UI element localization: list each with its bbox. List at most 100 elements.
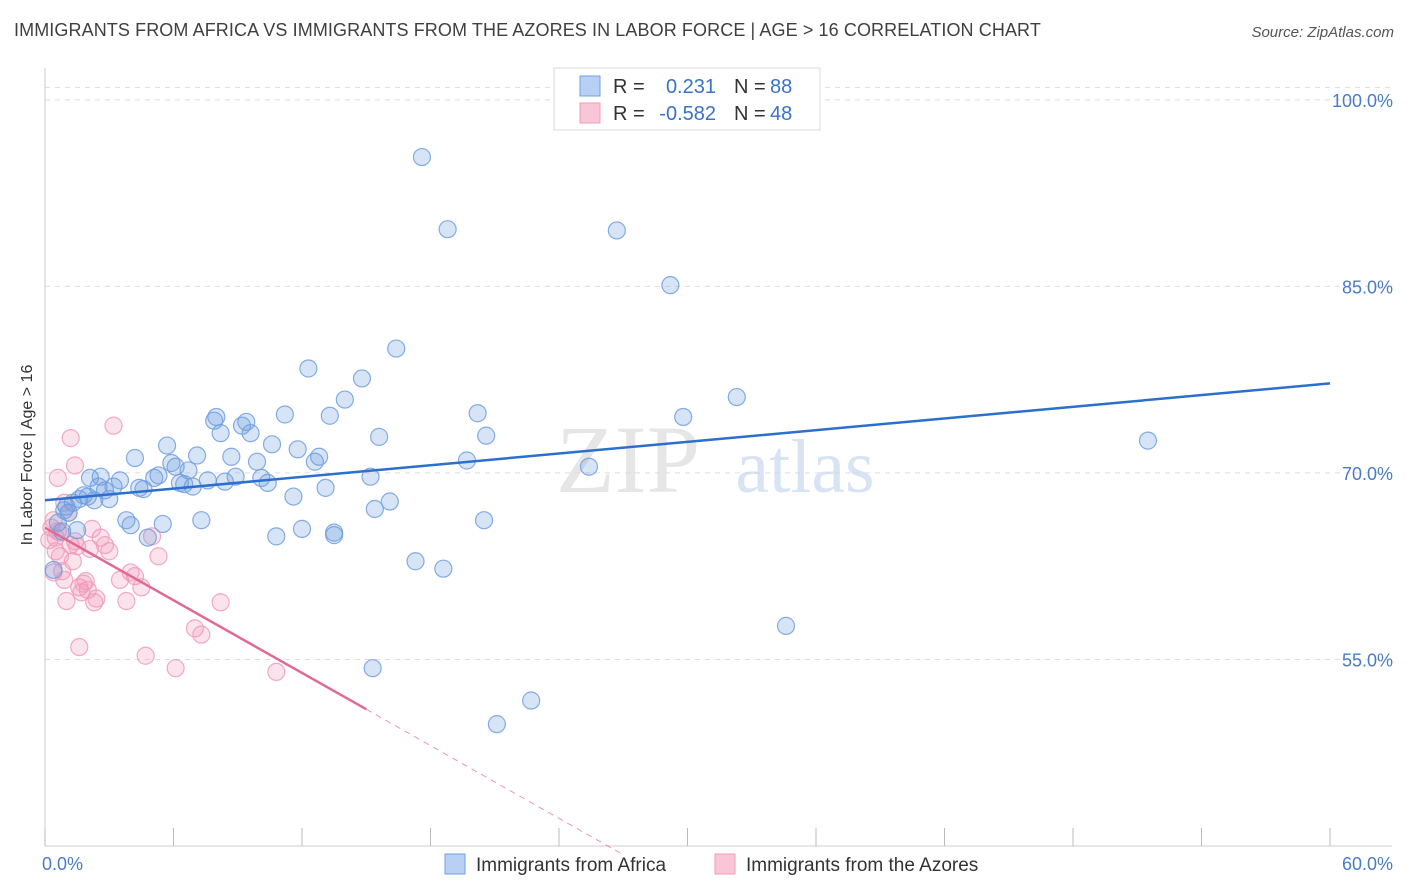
bottom-legend: Immigrants from Africa Immigrants from t…	[444, 853, 978, 876]
x-tick-label-1: 60.0%	[1342, 854, 1393, 874]
trend-line-azores-extension	[366, 708, 624, 856]
africa-point-77	[477, 426, 496, 445]
azores-point-39	[192, 625, 211, 644]
azores-point-44	[70, 637, 89, 657]
africa-point-56	[299, 359, 318, 378]
legend-r-value-africa: 0.231	[666, 76, 716, 98]
grid-lines	[45, 86, 1392, 660]
africa-point-51	[267, 527, 286, 546]
africa-point-84	[727, 387, 746, 407]
africa-point-47	[247, 452, 267, 471]
africa-point-20	[121, 516, 140, 535]
trend-line-azores	[44, 526, 367, 711]
africa-point-69	[387, 339, 406, 358]
africa-point-39	[207, 407, 226, 427]
africa-point-49	[258, 473, 277, 492]
africa-point-58	[310, 447, 329, 466]
watermark-atlas: atlas	[735, 425, 874, 509]
chart-title: IMMIGRANTS FROM AFRICA VS IMMIGRANTS FRO…	[14, 20, 1041, 40]
azores-point-30	[117, 591, 136, 611]
africa-point-55	[292, 519, 312, 538]
africa-point-82	[661, 276, 680, 295]
africa-point-85	[776, 616, 796, 635]
legend-swatch-africa	[579, 75, 601, 97]
azores-point-43	[65, 456, 85, 475]
africa-point-46	[241, 424, 260, 443]
bottom-legend-label-africa: Immigrants from Africa	[476, 855, 666, 876]
legend-r-label-africa: R =	[613, 76, 645, 98]
x-tick-label-0: 0.0%	[42, 854, 83, 874]
watermark-zip: ZIP	[556, 406, 700, 513]
azores-point-24	[87, 589, 106, 608]
trend-line-africa	[44, 382, 1331, 502]
africa-point-42	[222, 447, 241, 466]
azores-point-46	[267, 662, 286, 682]
legend-r-label-azores: R =	[613, 103, 645, 125]
africa-point-50	[262, 435, 282, 454]
legend-n-value-africa: 88	[770, 76, 792, 98]
azores-point-28	[104, 416, 123, 435]
africa-point-54	[288, 440, 307, 459]
africa-point-67	[370, 427, 389, 446]
bottom-legend-swatch-africa	[444, 853, 466, 875]
africa-point-0	[44, 560, 63, 580]
azores-point-40	[48, 468, 67, 488]
africa-point-52	[275, 405, 294, 424]
legend-swatch-azores	[579, 102, 601, 124]
africa-point-75	[468, 404, 487, 423]
africa-point-80	[579, 457, 599, 476]
africa-point-62	[325, 526, 344, 545]
africa-point-24	[138, 528, 157, 547]
legend-n-label-africa: N =	[734, 76, 766, 98]
azores-point-36	[149, 547, 168, 566]
africa-point-79	[522, 691, 541, 710]
bottom-legend-label-azores: Immigrants from the Azores	[746, 855, 978, 876]
africa-point-65	[361, 467, 380, 486]
africa-point-71	[412, 147, 432, 167]
africa-point-64	[352, 369, 372, 388]
azores-point-42	[61, 429, 80, 448]
africa-point-60	[320, 406, 339, 425]
y-tick-label-0: 100.0%	[1332, 91, 1393, 111]
y-tick-label-2: 70.0%	[1342, 464, 1393, 484]
africa-point-68	[380, 492, 399, 511]
y-tick-label-1: 85.0%	[1342, 277, 1393, 297]
africa-point-81	[607, 221, 626, 240]
africa-point-45	[237, 412, 256, 432]
africa-point-66	[365, 499, 384, 519]
africa-point-23	[134, 480, 153, 499]
africa-point-18	[110, 471, 130, 490]
africa-point-53	[284, 487, 303, 506]
azores-point-34	[136, 646, 155, 665]
watermark: ZIP atlas	[556, 406, 875, 513]
series-azores-points	[40, 416, 286, 682]
africa-point-40	[211, 424, 230, 443]
africa-point-86	[1138, 431, 1158, 450]
axes	[44, 68, 1392, 847]
africa-point-70	[406, 552, 425, 571]
legend-n-value-azores: 48	[770, 103, 792, 125]
azores-point-13	[63, 552, 82, 571]
legend-r-value-azores: -0.582	[659, 103, 716, 125]
africa-point-73	[438, 220, 457, 239]
africa-point-72	[434, 559, 453, 578]
africa-point-5	[59, 503, 78, 522]
y-tick-label-3: 55.0%	[1342, 650, 1393, 670]
africa-point-43	[226, 467, 245, 486]
series-africa-points	[44, 147, 1158, 734]
africa-point-59	[316, 478, 335, 497]
africa-point-26	[149, 466, 168, 485]
azores-point-10	[57, 591, 76, 611]
chart-source: Source: ZipAtlas.com	[1251, 24, 1394, 41]
africa-point-28	[157, 436, 177, 455]
legend-n-label-azores: N =	[734, 103, 766, 125]
africa-point-41	[215, 472, 234, 491]
azores-point-45	[211, 593, 230, 612]
bottom-legend-swatch-azores	[714, 853, 736, 875]
africa-point-14	[91, 467, 110, 486]
africa-point-35	[187, 446, 207, 465]
africa-point-63	[335, 390, 354, 409]
africa-point-78	[487, 715, 506, 734]
tick-labels: 100.0% 85.0% 70.0% 55.0% 0.0% 60.0%	[42, 91, 1393, 874]
